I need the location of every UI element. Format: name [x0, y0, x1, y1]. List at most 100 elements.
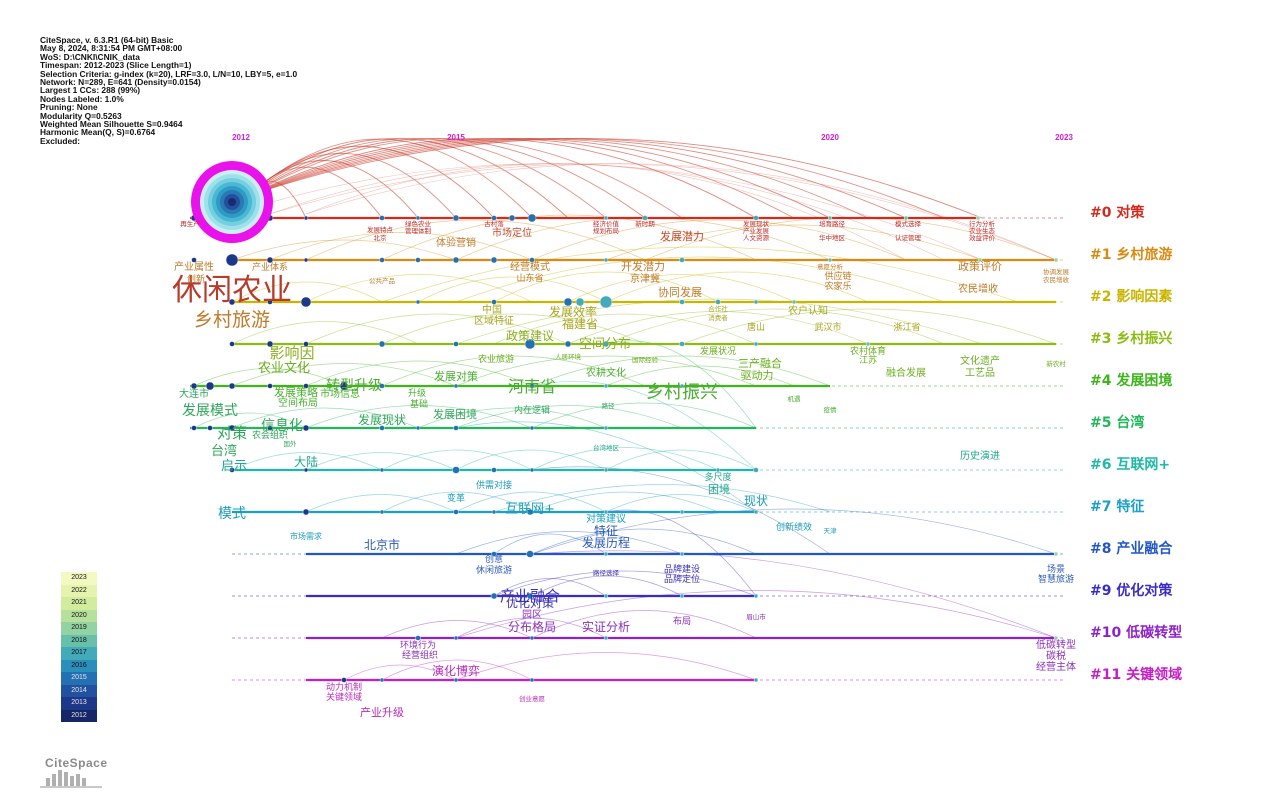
network-node[interactable]: [529, 425, 535, 431]
network-node[interactable]: [415, 215, 421, 221]
keyword-label[interactable]: 三产融合: [738, 356, 782, 370]
keyword-label[interactable]: 乡村旅游: [194, 309, 270, 331]
keyword-label[interactable]: 北京市: [364, 537, 400, 552]
keyword-label[interactable]: 市场定位: [492, 226, 532, 239]
keyword-label[interactable]: 农业旅游: [478, 353, 514, 365]
keyword-label[interactable]: 休闲旅游: [476, 564, 512, 576]
network-node[interactable]: [603, 215, 609, 221]
network-node[interactable]: [303, 383, 309, 389]
keyword-label[interactable]: 特征: [594, 523, 618, 538]
keyword-label-small[interactable]: 培育路径: [819, 219, 846, 228]
network-node[interactable]: [379, 257, 385, 263]
network-node[interactable]: [575, 297, 585, 307]
keyword-label[interactable]: 品牌定位: [664, 573, 700, 585]
keyword-label[interactable]: 融合发展: [886, 366, 926, 379]
keyword-label-small[interactable]: 机遇: [788, 394, 802, 403]
keyword-label-small[interactable]: 公共产品: [369, 276, 395, 285]
keyword-label-small[interactable]: 天津: [824, 527, 838, 535]
network-node[interactable]: [491, 299, 497, 305]
keyword-label-small[interactable]: 行为分析: [969, 219, 996, 228]
network-node[interactable]: [228, 298, 236, 306]
network-node[interactable]: [302, 508, 310, 516]
keyword-label[interactable]: 中国: [482, 303, 502, 316]
network-node[interactable]: [378, 340, 386, 348]
keyword-label[interactable]: 分布格局: [508, 619, 556, 634]
network-node[interactable]: [526, 508, 534, 516]
network-node[interactable]: [379, 215, 385, 221]
keyword-label[interactable]: 福建省: [562, 316, 598, 331]
keyword-label[interactable]: 京津冀: [630, 272, 660, 285]
network-node[interactable]: [526, 592, 534, 600]
network-node[interactable]: [228, 382, 236, 390]
keyword-label-small[interactable]: 管理体制: [405, 226, 432, 235]
keyword-label[interactable]: 发展对策: [434, 369, 478, 383]
network-node[interactable]: [266, 340, 274, 348]
keyword-label[interactable]: 产业升级: [360, 705, 404, 719]
network-node[interactable]: [524, 338, 536, 350]
keyword-label[interactable]: 转型升级: [326, 378, 382, 394]
hub-node[interactable]: [191, 161, 273, 243]
network-node[interactable]: [753, 215, 759, 221]
network-node[interactable]: [303, 467, 309, 473]
keyword-label[interactable]: 区域特征: [474, 314, 514, 327]
keyword-label[interactable]: 布局: [673, 615, 691, 627]
keyword-label-small[interactable]: 效益评价: [969, 233, 996, 242]
keyword-label-small[interactable]: 经济价值: [593, 219, 620, 228]
keyword-label[interactable]: 动力机制: [326, 681, 362, 693]
network-node[interactable]: [603, 509, 609, 515]
keyword-label[interactable]: 农家乐: [824, 280, 851, 292]
network-node[interactable]: [563, 297, 573, 307]
keyword-label[interactable]: 现状: [744, 494, 768, 508]
network-node[interactable]: [679, 299, 685, 305]
network-node[interactable]: [791, 299, 797, 305]
keyword-label[interactable]: 内在逻辑: [514, 404, 550, 416]
keyword-label[interactable]: 互联网+: [505, 502, 555, 517]
network-node[interactable]: [452, 466, 460, 474]
network-node[interactable]: [602, 340, 610, 348]
keyword-label[interactable]: 江苏: [859, 354, 877, 366]
keyword-label[interactable]: 对策建议: [586, 512, 626, 525]
keyword-label-small[interactable]: 农业生态: [969, 226, 996, 235]
network-node[interactable]: [865, 341, 871, 347]
network-node[interactable]: [603, 593, 609, 599]
keyword-label[interactable]: 产业体系: [252, 261, 288, 273]
network-node[interactable]: [529, 467, 535, 473]
network-node[interactable]: [229, 341, 235, 347]
keyword-label[interactable]: 创新绩效: [776, 521, 812, 533]
keyword-label[interactable]: 关键领域: [326, 691, 362, 703]
keyword-label-small[interactable]: 农民增收: [1043, 275, 1070, 284]
keyword-label-small[interactable]: 规划布局: [593, 226, 619, 235]
keyword-label[interactable]: 经营主体: [1036, 660, 1076, 673]
keyword-label[interactable]: 碳税: [1046, 649, 1066, 662]
network-node[interactable]: [190, 382, 198, 390]
network-node[interactable]: [452, 214, 460, 222]
keyword-label[interactable]: 升级: [408, 387, 426, 399]
network-node[interactable]: [1053, 635, 1059, 641]
keyword-label[interactable]: 变革: [447, 492, 465, 504]
keyword-label[interactable]: 驱动力: [741, 369, 774, 382]
keyword-label-small[interactable]: 国际经验: [632, 355, 659, 364]
keyword-label[interactable]: 经营模式: [510, 260, 550, 273]
network-node[interactable]: [975, 215, 981, 221]
keyword-label[interactable]: 发展状况: [700, 345, 736, 357]
network-node[interactable]: [491, 467, 497, 473]
network-node[interactable]: [225, 253, 239, 267]
keyword-label[interactable]: 武汉市: [814, 321, 841, 333]
keyword-label-small[interactable]: 发展现状: [743, 219, 770, 228]
network-node[interactable]: [603, 635, 609, 641]
network-node[interactable]: [529, 257, 535, 263]
network-node[interactable]: [267, 425, 273, 431]
network-node[interactable]: [341, 677, 347, 683]
network-node[interactable]: [490, 256, 498, 264]
network-node[interactable]: [339, 381, 349, 391]
keyword-label-small[interactable]: 人居环境: [555, 352, 582, 361]
keyword-label[interactable]: 品牌建设: [664, 563, 700, 575]
network-node[interactable]: [303, 257, 309, 263]
network-node[interactable]: [205, 381, 215, 391]
network-node[interactable]: [508, 214, 516, 222]
network-node[interactable]: [679, 593, 685, 599]
keyword-label[interactable]: 创意: [485, 553, 503, 565]
network-node[interactable]: [491, 509, 497, 515]
keyword-label-small[interactable]: 产业发展: [743, 226, 770, 235]
network-node[interactable]: [753, 593, 759, 599]
